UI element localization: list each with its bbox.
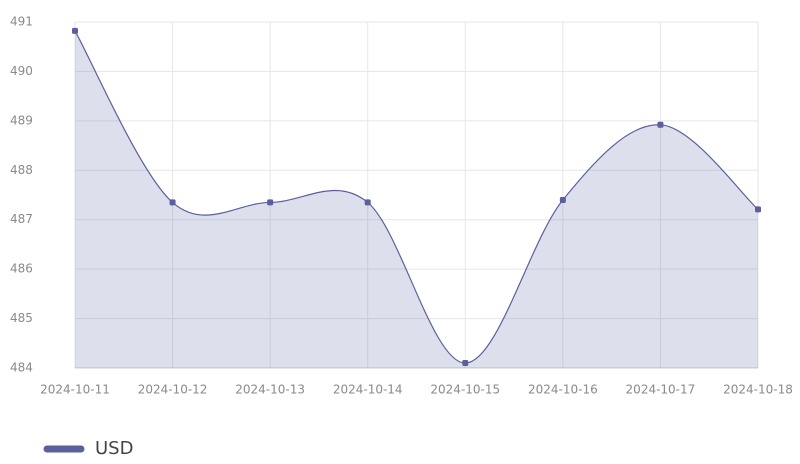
x-tick-label: 2024-10-14 [333,383,403,397]
point [462,360,469,367]
point [169,199,176,206]
y-tick-label: 487 [10,212,33,226]
point [755,206,761,213]
y-tick-label: 491 [10,15,33,29]
area [75,30,758,368]
x-tick-label: 2024-10-16 [528,383,598,397]
x-tick-label: 2024-10-17 [626,383,696,397]
y-tick-label: 485 [10,311,33,325]
point [364,199,371,206]
point [657,121,664,128]
y-tick-label: 490 [10,64,33,78]
y-tick-label: 488 [10,163,33,177]
x-tick-label: 2024-10-11 [40,383,110,397]
y-tick-label: 484 [10,361,33,375]
x-tick-label: 2024-10-13 [235,383,305,397]
legend-label: USD [95,438,133,459]
y-tick-label: 486 [10,262,33,276]
x-tick-label: 2024-10-18 [723,383,793,397]
point [559,196,566,203]
point [267,199,274,206]
y-tick-label: 489 [10,113,33,127]
x-tick-label: 2024-10-12 [138,383,208,397]
x-tick-label: 2024-10-15 [430,383,500,397]
point [72,27,78,34]
